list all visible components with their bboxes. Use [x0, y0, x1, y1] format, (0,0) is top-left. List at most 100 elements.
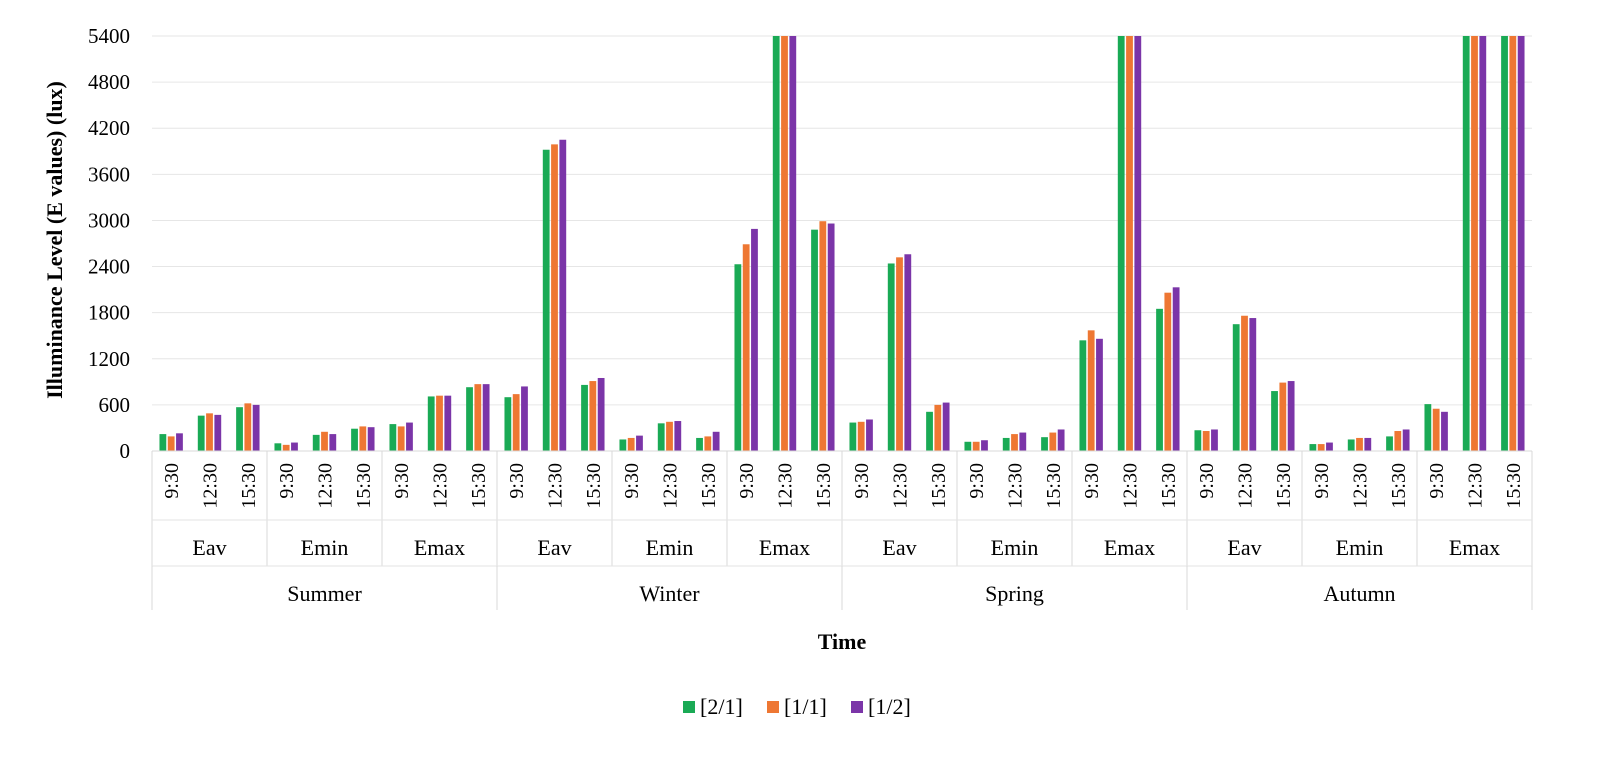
x-tick-label: 9:30 — [391, 463, 413, 499]
bar — [176, 433, 183, 451]
y-tick-label: 5400 — [88, 24, 130, 48]
bar — [619, 439, 627, 451]
x-tick-label: 9:30 — [506, 463, 528, 499]
x-tick-label: 12:30 — [775, 463, 797, 509]
bar — [696, 437, 703, 451]
metric-group-label: Emin — [646, 535, 694, 560]
x-tick-label: 15:30 — [1503, 463, 1525, 509]
bar — [742, 244, 750, 451]
x-tick-label: 15:30 — [813, 463, 835, 509]
season-label: Summer — [287, 581, 362, 606]
bar — [636, 435, 643, 451]
y-tick-label: 1200 — [88, 347, 130, 371]
x-tick-label: 9:30 — [736, 463, 758, 499]
bar — [1172, 287, 1180, 451]
x-tick-label: 9:30 — [966, 463, 988, 499]
bar — [1326, 442, 1333, 451]
bar — [312, 434, 320, 451]
bar — [811, 229, 818, 451]
bar — [1441, 411, 1448, 451]
legend-label: [2/1] — [700, 694, 743, 719]
x-tick-label: 9:30 — [1196, 463, 1218, 499]
legend-swatch — [683, 701, 695, 713]
bar — [904, 254, 912, 451]
bar — [1202, 431, 1210, 451]
bar — [1117, 36, 1125, 451]
bar — [819, 221, 827, 451]
bar — [942, 402, 950, 451]
y-tick-label: 3600 — [88, 162, 130, 186]
bar — [887, 263, 895, 451]
bar — [559, 139, 567, 451]
bar — [1087, 330, 1095, 451]
bar — [1126, 36, 1133, 451]
x-tick-label: 15:30 — [1158, 463, 1180, 509]
bar — [1096, 338, 1103, 451]
bar — [542, 149, 550, 452]
bar — [291, 442, 298, 451]
x-tick-label: 9:30 — [1311, 463, 1333, 499]
bar — [1041, 437, 1048, 451]
x-tick-label: 12:30 — [315, 463, 337, 509]
bar — [1271, 391, 1278, 451]
x-tick-label: 9:30 — [621, 463, 643, 499]
bar — [1402, 429, 1410, 451]
metric-group-label: Emax — [1104, 535, 1155, 560]
bar — [712, 431, 720, 451]
y-axis-ticks: 0 600 1200 1800 2400 3000 3600 4200 4800 5400 — [88, 24, 130, 463]
bar — [964, 441, 972, 451]
bar — [926, 411, 933, 451]
bar — [849, 422, 857, 451]
bar — [1471, 36, 1478, 451]
y-tick-label: 4800 — [88, 70, 130, 94]
metric-group-label: Eav — [192, 535, 226, 560]
bar — [167, 436, 175, 451]
bar — [972, 441, 980, 451]
bar — [1164, 292, 1172, 451]
x-tick-label: 12:30 — [890, 463, 912, 509]
bar — [1011, 434, 1018, 451]
bar — [589, 381, 597, 451]
bar — [1057, 429, 1065, 451]
bar — [252, 404, 260, 451]
bar — [896, 257, 903, 451]
bar — [597, 377, 605, 451]
x-tick-label: 12:30 — [1120, 463, 1142, 509]
bar — [1509, 36, 1517, 451]
metric-group-label: Eav — [1227, 535, 1261, 560]
bar — [1002, 437, 1010, 451]
bar — [657, 423, 665, 451]
bar — [427, 396, 435, 451]
bar — [934, 404, 942, 451]
bar — [197, 415, 205, 451]
bar — [436, 395, 443, 451]
bar — [1249, 318, 1257, 451]
x-tick-label: 12:30 — [430, 463, 452, 509]
bar — [512, 394, 520, 451]
bar — [406, 422, 413, 451]
bar — [474, 384, 482, 451]
bar — [244, 403, 252, 451]
y-tick-label: 4200 — [88, 116, 130, 140]
bar — [981, 440, 988, 451]
x-tick-label: 12:30 — [1465, 463, 1487, 509]
x-tick-label: 12:30 — [1350, 463, 1372, 509]
bar — [857, 421, 865, 451]
bar — [781, 36, 788, 451]
bar — [206, 413, 213, 451]
bar — [1232, 324, 1240, 451]
bar — [1356, 437, 1363, 451]
bar — [704, 436, 712, 451]
bar — [1019, 432, 1027, 451]
bar — [1424, 404, 1432, 451]
y-tick-label: 1800 — [88, 301, 130, 325]
legend-swatch — [767, 701, 779, 713]
bar — [389, 424, 397, 451]
season-label: Winter — [639, 581, 700, 606]
bar — [1309, 444, 1317, 451]
x-tick-label: 15:30 — [698, 463, 720, 509]
bars — [159, 36, 1525, 452]
metric-group-label: Eav — [882, 535, 916, 560]
x-tick-label: 15:30 — [238, 463, 260, 509]
